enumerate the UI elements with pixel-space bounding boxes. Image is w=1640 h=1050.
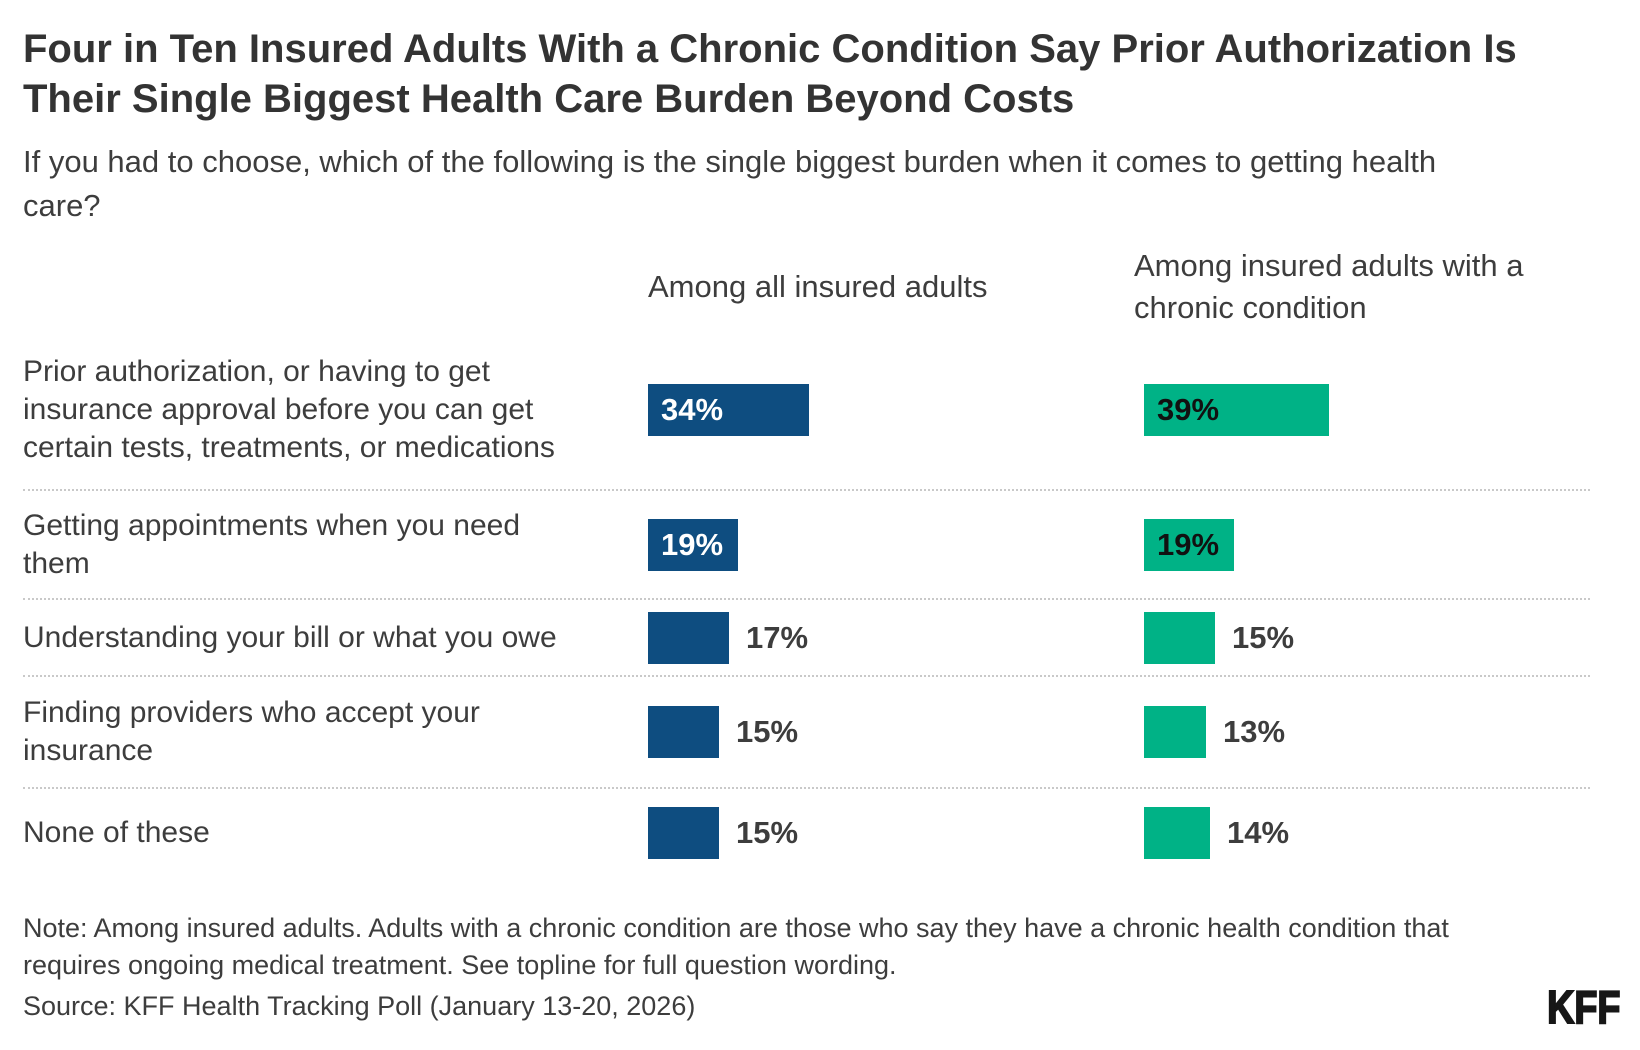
kff-logo: KFF	[1546, 980, 1621, 1034]
bar-value-label: 15%	[736, 714, 799, 749]
bar-chart: Prior authorization, or having to get in…	[23, 330, 1590, 877]
source-text: Source: KFF Health Tracking Poll (Januar…	[23, 991, 696, 1021]
chart-row: Finding providers who accept your insura…	[23, 677, 1590, 789]
bar-value-label: 13%	[1223, 714, 1286, 749]
bar-cell-all-insured: 17%	[648, 611, 809, 664]
bar-chronic-condition	[1144, 706, 1206, 758]
bar-cell-chronic-condition: 39%	[1144, 383, 1329, 436]
bar-cell-chronic-condition: 14%	[1144, 807, 1289, 859]
bar-value-label: 15%	[736, 815, 799, 850]
bar-all-insured	[648, 807, 719, 859]
bar-chronic-condition	[1144, 611, 1215, 664]
bar-cell-all-insured: 34%	[648, 383, 809, 436]
bar-all-insured	[648, 706, 719, 758]
row-category-label: Prior authorization, or having to get in…	[23, 354, 555, 464]
bar-chronic-condition: 39%	[1144, 383, 1329, 436]
chart-row: None of these 15% 14%	[23, 789, 1590, 877]
bar-value-label: 17%	[746, 619, 809, 655]
chart-row: Prior authorization, or having to get in…	[23, 330, 1590, 491]
column-header-chronic-condition: Among insured adults with a chronic cond…	[1134, 248, 1524, 325]
bar-cell-chronic-condition: 15%	[1144, 611, 1295, 664]
bar-value-label: 14%	[1227, 815, 1290, 850]
bar-all-insured	[648, 611, 729, 664]
bar-value-label: 19%	[1157, 526, 1220, 562]
bar-cell-all-insured: 15%	[648, 706, 798, 758]
bar-value-label: 19%	[661, 526, 724, 562]
column-header-all-insured: Among all insured adults	[648, 269, 988, 304]
row-category-label: Understanding your bill or what you owe	[23, 620, 557, 654]
bar-cell-chronic-condition: 19%	[1144, 518, 1234, 571]
bar-value-label: 34%	[661, 391, 724, 427]
bar-cell-all-insured: 15%	[648, 807, 798, 859]
bar-all-insured: 19%	[648, 518, 738, 571]
chart-title: Four in Ten Insured Adults With a Chroni…	[23, 27, 1517, 121]
bar-cell-all-insured: 19%	[648, 518, 738, 571]
bar-value-label: 39%	[1157, 391, 1220, 427]
chart-subtitle: If you had to choose, which of the follo…	[23, 144, 1437, 223]
bar-cell-chronic-condition: 13%	[1144, 706, 1285, 758]
row-category-label: Finding providers who accept your insura…	[23, 696, 480, 767]
note-text: Note: Among insured adults. Adults with …	[23, 913, 1449, 980]
bar-all-insured: 34%	[648, 383, 809, 436]
chart-row: Understanding your bill or what you owe …	[23, 600, 1590, 677]
bar-value-label: 15%	[1232, 619, 1295, 655]
bar-chronic-condition: 19%	[1144, 518, 1234, 571]
row-category-label: None of these	[23, 816, 210, 849]
row-category-label: Getting appointments when you need them	[23, 508, 521, 580]
bar-chronic-condition	[1144, 807, 1210, 859]
chart-row: Getting appointments when you need them …	[23, 491, 1590, 600]
